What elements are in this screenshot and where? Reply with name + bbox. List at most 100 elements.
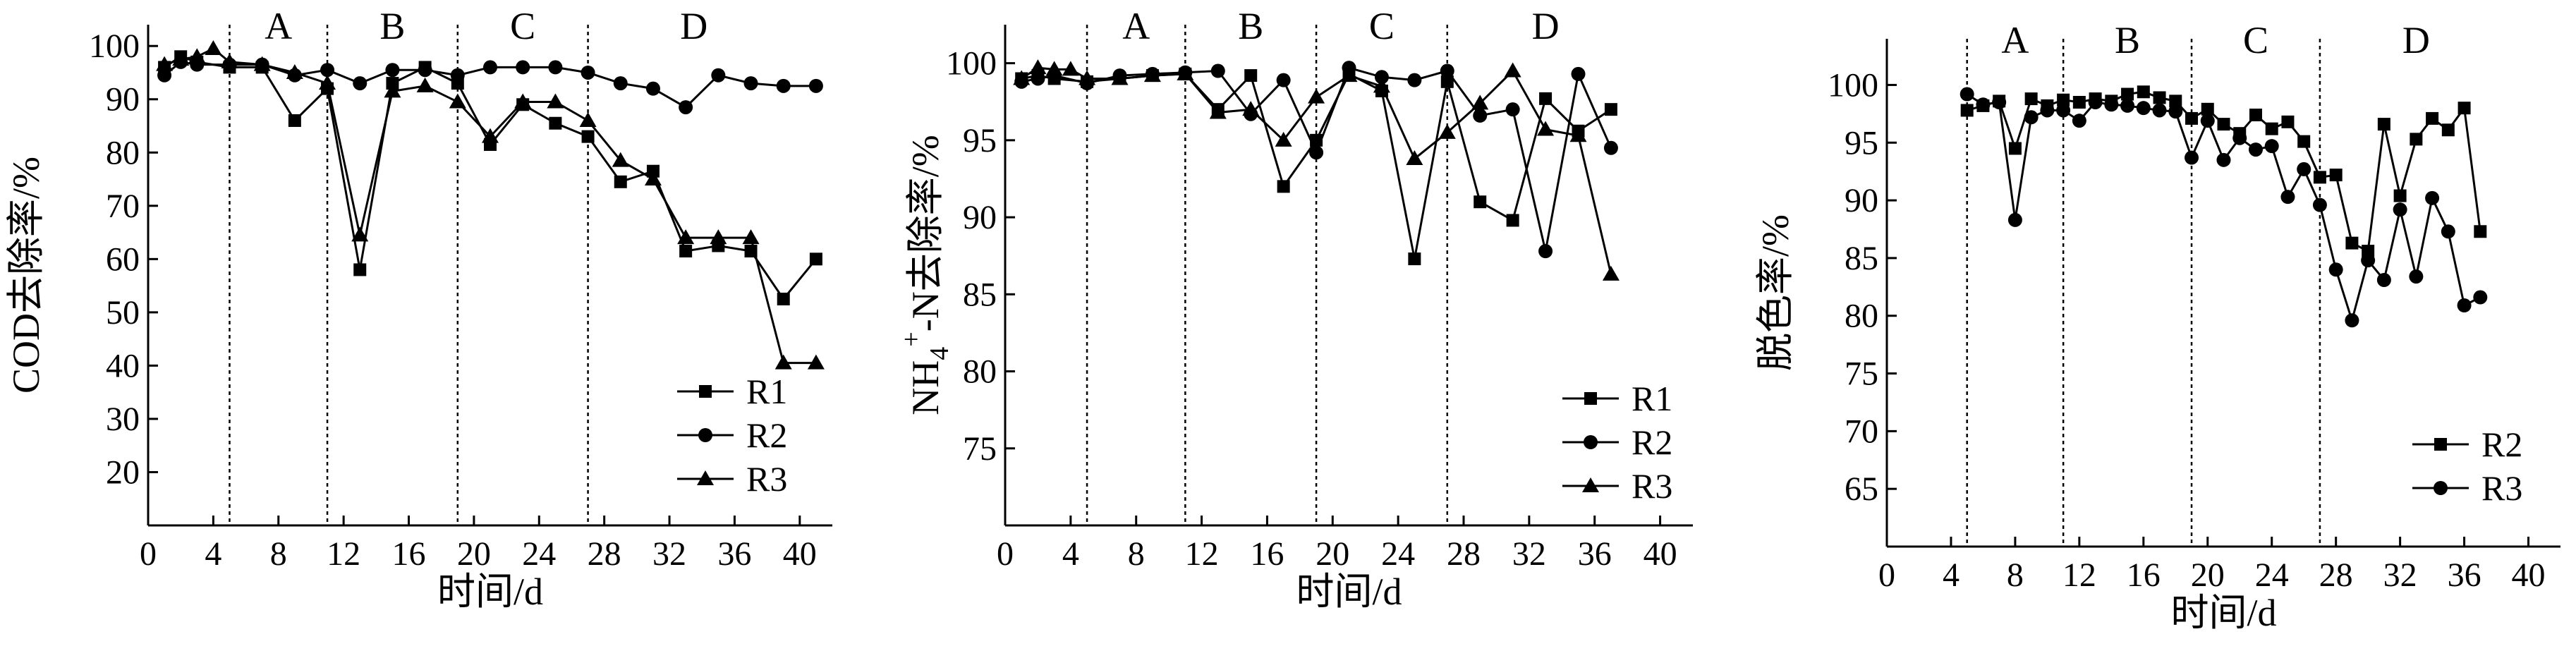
data-point — [2393, 189, 2407, 202]
phase-label-a: A — [265, 5, 292, 47]
data-point — [2409, 269, 2424, 284]
legend-swatch-marker — [2434, 438, 2447, 451]
data-point — [2137, 85, 2150, 99]
y-tick-label: 90 — [1845, 182, 1878, 219]
legend-item-r3: R3 — [1562, 466, 1672, 506]
data-point — [808, 78, 823, 93]
data-point — [1438, 123, 1456, 139]
legend-swatch-marker — [1582, 477, 1599, 492]
x-tick-label: 32 — [2383, 556, 2417, 594]
x-axis-title: 时间/d — [1296, 571, 1402, 613]
x-tick-label: 8 — [1128, 535, 1145, 573]
data-point — [1506, 214, 1519, 227]
y-axis-title-rest: -N去除率/% — [904, 135, 947, 331]
data-point — [1374, 70, 1389, 85]
data-point — [2152, 103, 2167, 118]
series-line — [164, 55, 818, 301]
x-tick-label: 32 — [652, 535, 686, 573]
legend-item-r2: R2 — [677, 415, 787, 455]
data-point — [1602, 265, 1620, 281]
data-point — [710, 229, 727, 245]
data-point — [2281, 115, 2295, 128]
data-point — [1960, 87, 1974, 102]
x-tick-label: 16 — [2127, 556, 2161, 594]
data-point — [2377, 118, 2390, 131]
data-point — [2249, 109, 2262, 121]
data-point — [1029, 59, 1047, 75]
data-point — [2457, 298, 2472, 312]
phase-label-b: B — [1238, 5, 1263, 47]
phase-label-c: C — [1369, 5, 1395, 47]
x-axis-title: 时间/d — [437, 571, 543, 613]
y-tick-label: 65 — [1845, 470, 1878, 508]
data-point — [2328, 262, 2343, 277]
data-point — [549, 116, 562, 130]
data-point — [253, 56, 271, 71]
data-point — [2473, 290, 2488, 305]
data-point — [614, 175, 627, 188]
data-point — [2040, 103, 2055, 118]
data-point — [2264, 139, 2279, 154]
data-point — [205, 39, 222, 55]
data-point — [2425, 190, 2440, 205]
data-point — [1471, 95, 1489, 110]
x-tick-label: 12 — [2062, 556, 2096, 594]
data-point — [353, 263, 367, 276]
data-point — [1013, 70, 1031, 85]
data-point — [482, 128, 499, 143]
y-tick-label: 40 — [106, 347, 140, 384]
y-tick-label: 100 — [89, 28, 140, 65]
x-tick-label: 8 — [270, 535, 287, 573]
data-point — [2072, 96, 2086, 109]
x-tick-label: 4 — [1943, 556, 1960, 594]
legend-item-r2: R2 — [2412, 425, 2522, 464]
data-point — [1045, 61, 1063, 76]
data-point — [2056, 103, 2071, 118]
data-point — [2185, 111, 2199, 125]
data-point — [1079, 70, 1096, 85]
y-tick-label: 20 — [106, 453, 140, 491]
data-point — [2441, 123, 2455, 137]
x-tick-label: 24 — [1381, 535, 1415, 573]
data-point — [1276, 73, 1291, 87]
y-tick-label: 70 — [106, 188, 140, 225]
data-point — [1143, 67, 1161, 83]
data-point — [416, 77, 434, 92]
data-point — [1960, 104, 1974, 117]
data-point — [1275, 131, 1292, 147]
y-tick-label: 85 — [963, 276, 997, 313]
series-line — [164, 47, 816, 365]
x-tick-label: 16 — [1250, 535, 1284, 573]
x-tick-label: 36 — [1578, 535, 1612, 573]
data-point — [2280, 190, 2295, 205]
y-tick-label: 50 — [106, 294, 140, 331]
x-tick-label: 4 — [205, 535, 221, 573]
series-r3 — [156, 39, 825, 370]
data-point — [742, 229, 760, 245]
data-point — [1177, 65, 1194, 80]
legend-swatch-marker — [697, 470, 714, 485]
data-point — [2201, 102, 2214, 116]
data-point — [2232, 130, 2247, 145]
y-axis-title: COD去除率/% — [5, 157, 47, 394]
legend-swatch-marker — [1584, 392, 1597, 405]
data-point — [613, 76, 628, 91]
x-tick-label: 12 — [327, 535, 360, 573]
x-tick-label: 12 — [1185, 535, 1219, 573]
data-point — [2217, 118, 2230, 131]
data-point — [2265, 122, 2278, 135]
x-tick-label: 28 — [588, 535, 621, 573]
phase-label-d: D — [2402, 19, 2430, 61]
data-point — [172, 51, 190, 66]
x-tick-label: 8 — [2007, 556, 2024, 594]
phase-label-d: D — [680, 5, 707, 47]
data-point — [1440, 75, 1454, 88]
data-point — [2345, 236, 2359, 250]
y-tick-label: 90 — [106, 81, 140, 118]
data-point — [2329, 169, 2343, 182]
data-point — [2168, 104, 2183, 119]
legend-label: R2 — [1632, 422, 1672, 462]
data-point — [1406, 150, 1423, 166]
phase-label-a: A — [1122, 5, 1150, 47]
